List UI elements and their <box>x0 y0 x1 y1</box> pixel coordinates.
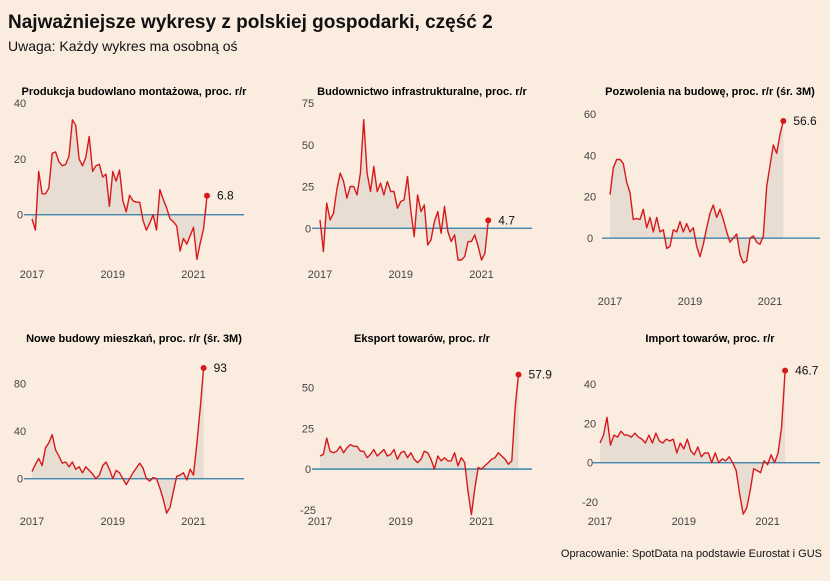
x-tick-label: 2019 <box>389 269 413 281</box>
end-value-label: 46.7 <box>795 364 819 378</box>
end-value-label: 6.8 <box>217 189 234 203</box>
y-tick-label: 0 <box>17 210 23 222</box>
x-tick-label: 2021 <box>181 516 205 528</box>
series-line <box>599 370 786 515</box>
y-tick-label: 0 <box>305 223 311 235</box>
y-tick-label: 25 <box>302 423 314 435</box>
y-tick-label: 60 <box>584 109 596 121</box>
end-point <box>782 367 789 374</box>
y-tick-label: 25 <box>302 182 314 194</box>
y-tick-label: 50 <box>302 383 314 395</box>
chart-title: Pozwolenia na budowę, proc. r/r (śr. 3M) <box>605 86 815 98</box>
page-title: Najważniejsze wykresy z polskiej gospoda… <box>8 12 493 33</box>
y-tick-label: 50 <box>302 140 314 152</box>
x-tick-label: 2021 <box>469 269 493 281</box>
series-area <box>32 368 204 514</box>
x-tick-label: 2019 <box>672 516 696 528</box>
chart-panel-4: Nowe budowy mieszkań, proc. r/r (śr. 3M)… <box>14 333 244 528</box>
source-note: Opracowanie: SpotData na podstawie Euros… <box>560 548 822 560</box>
end-value-label: 56.6 <box>793 114 817 128</box>
series-line <box>31 367 205 514</box>
chart-title: Import towarów, proc. r/r <box>645 333 775 345</box>
y-tick-label: 80 <box>14 378 26 390</box>
series-line <box>319 374 520 516</box>
y-tick-label: 0 <box>305 464 311 476</box>
x-tick-label: 2019 <box>101 516 125 528</box>
x-tick-label: 2017 <box>598 296 622 308</box>
page-subtitle: Uwaga: Każdy wykres ma osobną oś <box>8 38 238 54</box>
x-tick-label: 2017 <box>308 516 332 528</box>
chart-panel-6: Import towarów, proc. r/r -20 0 20 40 2017 201… <box>582 333 820 528</box>
y-tick-label: 40 <box>14 426 26 438</box>
chart-title: Nowe budowy mieszkań, proc. r/r (śr. 3M) <box>26 333 242 345</box>
end-point <box>485 217 492 224</box>
end-point <box>200 365 207 371</box>
y-tick-label: 75 <box>302 98 314 110</box>
x-tick-label: 2017 <box>20 269 44 281</box>
chart-title: Eksport towarów, proc. r/r <box>354 333 491 345</box>
y-tick-label: 40 <box>584 379 596 391</box>
end-point <box>780 118 787 125</box>
series-area <box>32 119 207 260</box>
chart-panel-5: Eksport towarów, proc. r/r -25 0 25 50 2017 20… <box>300 333 552 528</box>
chart-title: Produkcja budowlano montażowa, proc. r/r <box>22 86 248 98</box>
y-tick-label: 20 <box>584 192 596 204</box>
end-value-label: 57.9 <box>529 368 553 382</box>
x-tick-label: 2019 <box>389 516 413 528</box>
x-tick-label: 2017 <box>308 269 332 281</box>
y-tick-label: 20 <box>584 418 596 430</box>
y-tick-label: 40 <box>584 150 596 162</box>
series-area <box>610 121 784 263</box>
y-tick-label: 0 <box>587 233 593 245</box>
chart-title: Budownictwo infrastrukturalne, proc. r/r <box>317 86 527 98</box>
chart-panel-1: Produkcja budowlano montażowa, proc. r/r… <box>14 86 247 281</box>
chart-panel-3: Pozwolenia na budowę, proc. r/r (śr. 3M)… <box>584 86 820 308</box>
series-line <box>609 120 784 264</box>
series-area <box>600 370 786 515</box>
x-tick-label: 2019 <box>678 296 702 308</box>
series-area <box>320 374 519 515</box>
end-point <box>203 192 210 199</box>
x-tick-label: 2019 <box>101 269 125 281</box>
y-tick-label: -20 <box>582 497 598 509</box>
series-line <box>319 118 489 261</box>
end-value-label: 93 <box>214 361 228 375</box>
y-tick-label: 0 <box>17 474 23 486</box>
x-tick-label: 2017 <box>588 516 612 528</box>
x-tick-label: 2021 <box>469 516 493 528</box>
x-tick-label: 2021 <box>181 269 205 281</box>
series-line <box>31 119 208 261</box>
x-tick-label: 2021 <box>755 516 779 528</box>
end-point <box>515 371 522 378</box>
y-tick-label: 20 <box>14 154 26 166</box>
end-value-label: 4.7 <box>498 213 515 227</box>
y-tick-label: 40 <box>14 98 26 110</box>
y-tick-label: -25 <box>300 505 316 517</box>
y-tick-label: 0 <box>587 458 593 470</box>
x-tick-label: 2017 <box>20 516 44 528</box>
x-tick-label: 2021 <box>758 296 782 308</box>
chart-panel-2: Budownictwo infrastrukturalne, proc. r/r… <box>302 86 532 281</box>
